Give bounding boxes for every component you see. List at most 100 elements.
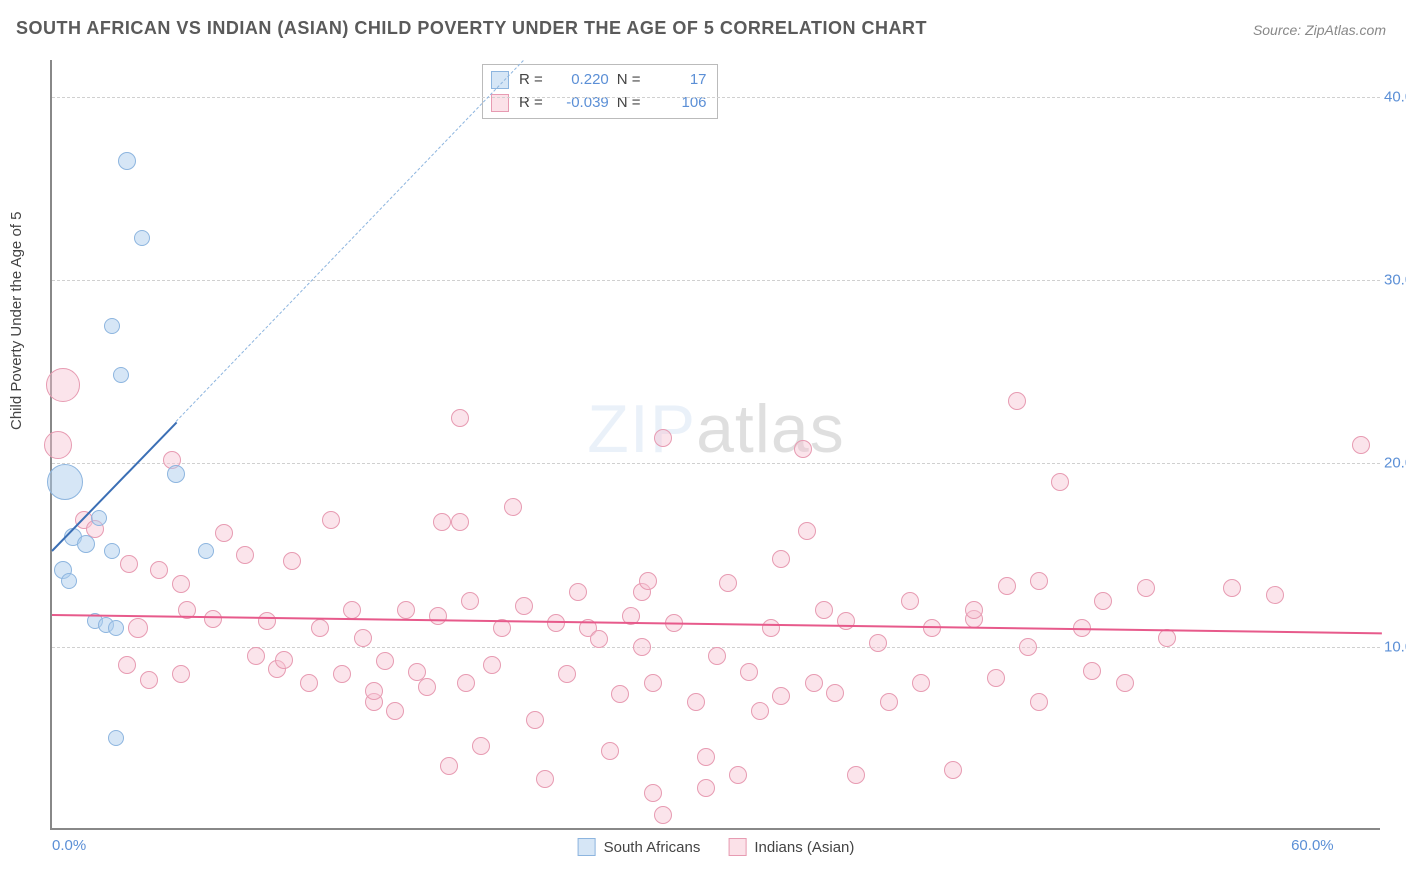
data-point-pink	[826, 684, 844, 702]
n-label: N =	[617, 69, 641, 92]
data-point-pink	[729, 766, 747, 784]
data-point-pink	[483, 656, 501, 674]
legend-item-pink: Indians (Asian)	[728, 838, 854, 856]
swatch-blue-icon	[491, 71, 509, 89]
data-point-blue	[167, 465, 185, 483]
data-point-pink	[1116, 674, 1134, 692]
data-point-pink	[365, 682, 383, 700]
data-point-pink	[172, 575, 190, 593]
data-point-pink	[987, 669, 1005, 687]
stats-row-blue: R = 0.220 N = 17	[491, 69, 707, 92]
data-point-pink	[150, 561, 168, 579]
data-point-blue	[113, 367, 129, 383]
data-point-pink	[719, 574, 737, 592]
data-point-pink	[869, 634, 887, 652]
data-point-pink	[46, 368, 80, 402]
data-point-pink	[1223, 579, 1241, 597]
data-point-blue	[118, 152, 136, 170]
trendline-blue-dashed	[176, 60, 524, 422]
trendline-pink	[52, 614, 1382, 634]
data-point-pink	[118, 656, 136, 674]
swatch-pink-icon	[728, 838, 746, 856]
r-value-blue: 0.220	[551, 69, 609, 92]
data-point-pink	[912, 674, 930, 692]
ytick-label: 40.0%	[1384, 88, 1406, 105]
data-point-blue	[77, 535, 95, 553]
data-point-pink	[1352, 436, 1370, 454]
data-point-blue	[108, 620, 124, 636]
data-point-pink	[376, 652, 394, 670]
data-point-pink	[644, 784, 662, 802]
data-point-pink	[697, 748, 715, 766]
data-point-pink	[1137, 579, 1155, 597]
data-point-pink	[1083, 662, 1101, 680]
data-point-blue	[47, 464, 83, 500]
data-point-pink	[386, 702, 404, 720]
legend-label-blue: South Africans	[604, 839, 701, 856]
data-point-pink	[569, 583, 587, 601]
bottom-legend: South Africans Indians (Asian)	[578, 838, 855, 856]
r-value-pink: -0.039	[551, 92, 609, 115]
data-point-pink	[644, 674, 662, 692]
data-point-blue	[104, 543, 120, 559]
data-point-pink	[1008, 392, 1026, 410]
data-point-pink	[558, 665, 576, 683]
xtick-label: 0.0%	[52, 837, 86, 854]
data-point-pink	[740, 663, 758, 681]
data-point-blue	[104, 318, 120, 334]
data-point-pink	[805, 674, 823, 692]
data-point-pink	[772, 687, 790, 705]
stats-row-pink: R = -0.039 N = 106	[491, 92, 707, 115]
data-point-pink	[1019, 638, 1037, 656]
data-point-pink	[815, 601, 833, 619]
data-point-pink	[283, 552, 301, 570]
y-axis-label: Child Poverty Under the Age of 5	[8, 212, 25, 430]
data-point-pink	[536, 770, 554, 788]
data-point-pink	[44, 431, 72, 459]
data-point-pink	[798, 522, 816, 540]
chart-title: SOUTH AFRICAN VS INDIAN (ASIAN) CHILD PO…	[16, 18, 927, 39]
data-point-pink	[633, 638, 651, 656]
data-point-pink	[451, 409, 469, 427]
data-point-pink	[1030, 693, 1048, 711]
stats-legend-box: R = 0.220 N = 17 R = -0.039 N = 106	[482, 64, 718, 119]
data-point-pink	[354, 629, 372, 647]
data-point-pink	[333, 665, 351, 683]
ytick-label: 30.0%	[1384, 272, 1406, 289]
data-point-pink	[236, 546, 254, 564]
data-point-pink	[708, 647, 726, 665]
data-point-pink	[300, 674, 318, 692]
gridline	[52, 97, 1380, 98]
data-point-pink	[1094, 592, 1112, 610]
data-point-pink	[275, 651, 293, 669]
data-point-pink	[451, 513, 469, 531]
data-point-blue	[134, 230, 150, 246]
data-point-pink	[847, 766, 865, 784]
data-point-pink	[322, 511, 340, 529]
data-point-pink	[601, 742, 619, 760]
legend-label-pink: Indians (Asian)	[754, 839, 854, 856]
data-point-pink	[1266, 586, 1284, 604]
data-point-pink	[526, 711, 544, 729]
n-label: N =	[617, 92, 641, 115]
data-point-pink	[504, 498, 522, 516]
data-point-pink	[751, 702, 769, 720]
data-point-blue	[198, 543, 214, 559]
data-point-pink	[697, 779, 715, 797]
data-point-pink	[515, 597, 533, 615]
data-point-pink	[140, 671, 158, 689]
data-point-pink	[880, 693, 898, 711]
data-point-pink	[923, 619, 941, 637]
r-label: R =	[519, 69, 543, 92]
data-point-pink	[1030, 572, 1048, 590]
data-point-pink	[397, 601, 415, 619]
data-point-pink	[204, 610, 222, 628]
data-point-pink	[429, 607, 447, 625]
data-point-pink	[433, 513, 451, 531]
data-point-pink	[998, 577, 1016, 595]
data-point-pink	[461, 592, 479, 610]
n-value-pink: 106	[649, 92, 707, 115]
data-point-pink	[247, 647, 265, 665]
data-point-pink	[258, 612, 276, 630]
data-point-pink	[762, 619, 780, 637]
